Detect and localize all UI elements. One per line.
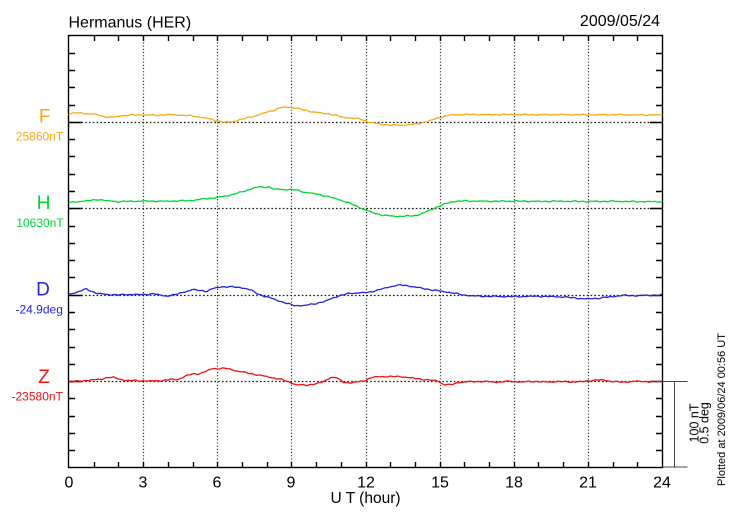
svg-text:F: F xyxy=(39,106,51,127)
svg-text:0: 0 xyxy=(65,475,74,492)
svg-text:15: 15 xyxy=(431,475,449,492)
svg-text:9: 9 xyxy=(287,475,296,492)
svg-text:-23580nT: -23580nT xyxy=(12,390,64,404)
svg-text:H: H xyxy=(37,193,51,214)
svg-text:18: 18 xyxy=(505,475,523,492)
svg-text:Z: Z xyxy=(38,367,50,388)
svg-text:24: 24 xyxy=(653,475,671,492)
svg-text:Plotted at 2009/06/24 00:56 UT: Plotted at 2009/06/24 00:56 UT xyxy=(716,333,728,486)
svg-text:6: 6 xyxy=(213,475,222,492)
svg-text:-24.9deg: -24.9deg xyxy=(16,302,63,316)
svg-text:12: 12 xyxy=(357,475,375,492)
svg-text:25860nT: 25860nT xyxy=(16,130,64,144)
svg-text:U T (hour): U T (hour) xyxy=(330,490,400,507)
svg-text:D: D xyxy=(36,279,50,300)
svg-text:10630nT: 10630nT xyxy=(16,216,64,230)
svg-text:2009/05/24: 2009/05/24 xyxy=(580,13,660,30)
svg-text:3: 3 xyxy=(139,475,148,492)
svg-text:100 nT: 100 nT xyxy=(687,403,701,442)
svg-text:21: 21 xyxy=(579,475,597,492)
svg-text:0.5 deg: 0.5 deg xyxy=(698,402,712,444)
svg-text:Hermanus (HER): Hermanus (HER) xyxy=(69,14,192,31)
